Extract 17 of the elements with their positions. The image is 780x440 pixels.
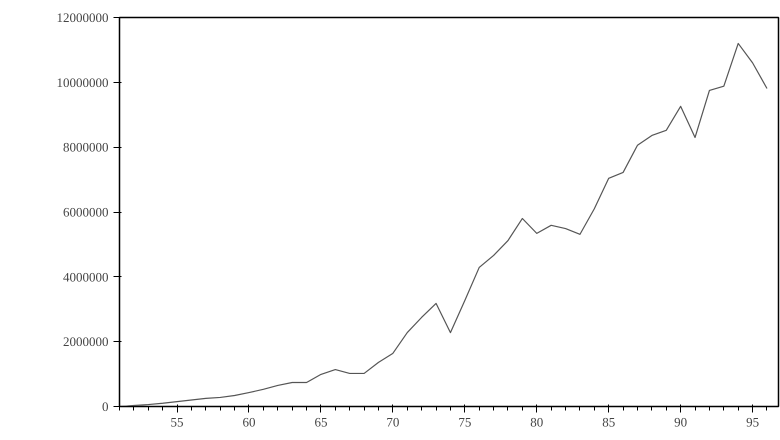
line-series (120, 42, 768, 406)
y-tick-label: 12000000 (56, 10, 108, 25)
y-tick-label: 2000000 (63, 334, 108, 350)
x-tick-label: 65 (314, 414, 328, 430)
y-tick-label: 10000000 (56, 74, 108, 90)
x-tick-label: 60 (242, 414, 256, 430)
y-tick-label: 8000000 (63, 140, 108, 155)
x-tick-label: 80 (530, 414, 544, 430)
x-tick-label: 85 (602, 414, 616, 430)
x-tick-label: 95 (746, 414, 760, 430)
x-tick-label: 55 (170, 414, 184, 430)
x-tick-label: 75 (458, 414, 472, 430)
x-tick-label: 90 (674, 414, 688, 430)
y-tick-label: 0 (102, 399, 108, 414)
y-tick-label: 6000000 (63, 204, 108, 220)
x-tick-label: 70 (386, 414, 400, 430)
y-tick-label: 4000000 (63, 269, 108, 284)
